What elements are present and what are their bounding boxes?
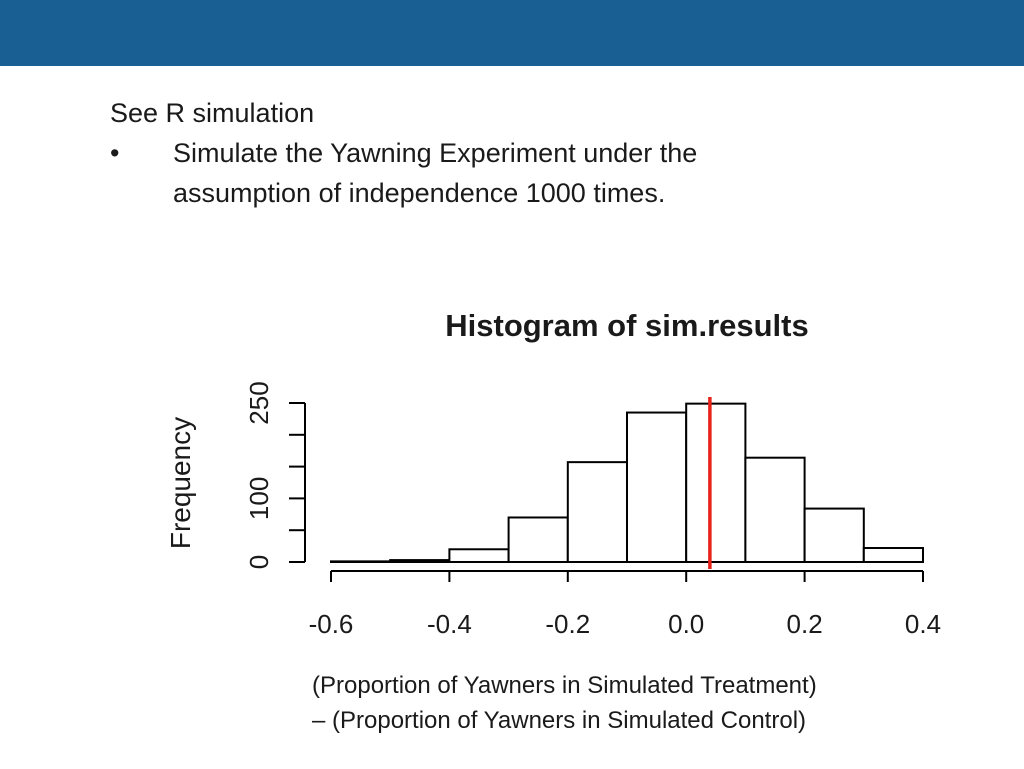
histogram-bar xyxy=(626,411,688,564)
x-axis-caption: (Proportion of Yawners in Simulated Trea… xyxy=(312,668,817,738)
bullet-item: • Simulate the Yawning Experiment under … xyxy=(110,133,813,213)
histogram-bar xyxy=(744,456,806,564)
bullet-symbol: • xyxy=(110,138,120,168)
y-tick-label: 250 xyxy=(244,381,274,424)
y-tick-label: 0 xyxy=(244,555,274,569)
chart-title: Histogram of sim.results xyxy=(445,308,808,343)
x-tick-label: -0.6 xyxy=(309,609,354,639)
x-tick-label: -0.4 xyxy=(427,609,472,639)
histogram-bar xyxy=(685,402,747,563)
header-bar xyxy=(0,0,1024,66)
histogram-bar xyxy=(507,516,569,563)
caption-line-1: (Proportion of Yawners in Simulated Trea… xyxy=(312,672,817,699)
x-tick-label: 0.4 xyxy=(905,609,941,639)
histogram-bar xyxy=(862,547,924,563)
caption-line-2: – (Proportion of Yawners in Simulated Co… xyxy=(312,707,807,734)
histogram-bar xyxy=(566,461,628,564)
y-axis-label: Frequency xyxy=(165,417,196,549)
histogram-bar xyxy=(330,560,392,564)
histogram-bar xyxy=(803,507,865,563)
histogram-bar xyxy=(448,548,510,564)
histogram-bar xyxy=(389,559,451,563)
slide-body: See R simulation • Simulate the Yawning … xyxy=(110,93,813,213)
slide-heading: See R simulation xyxy=(110,98,315,128)
x-tick-label: 0.0 xyxy=(668,609,704,639)
x-tick-label: -0.2 xyxy=(545,609,590,639)
y-tick-label: 100 xyxy=(244,477,274,520)
bullet-text: Simulate the Yawning Experiment under th… xyxy=(173,138,698,208)
x-tick-label: 0.2 xyxy=(787,609,823,639)
